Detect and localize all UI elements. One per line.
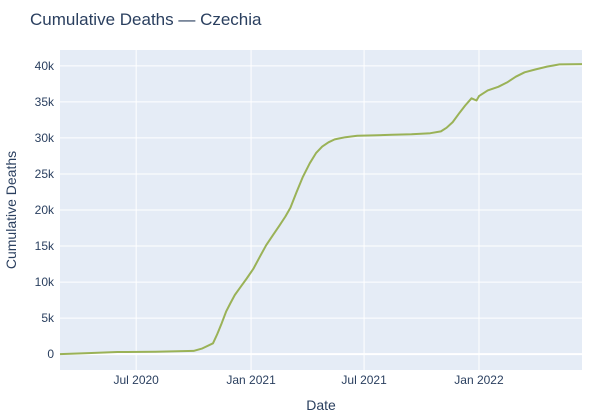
y-tick-label: 35k	[35, 95, 55, 109]
y-tick-label: 5k	[41, 311, 55, 325]
y-tick-label: 10k	[35, 275, 55, 289]
x-axis-title: Date	[306, 397, 336, 413]
y-gridlines	[60, 65, 582, 356]
y-tick-labels: 0 5k 10k 15k 20k 25k 30k 35k 40k	[35, 59, 55, 361]
x-tick-label: Jul 2021	[341, 373, 387, 387]
y-tick-label: 20k	[35, 203, 55, 217]
series	[59, 63, 583, 356]
x-tick-label: Jan 2022	[454, 373, 504, 387]
y-tick-label: 40k	[35, 59, 55, 73]
x-tick-label: Jul 2020	[113, 373, 159, 387]
chart-title: Cumulative Deaths — Czechia	[30, 10, 262, 29]
y-tick-label: 0	[47, 347, 54, 361]
x-tick-labels: Jul 2020 Jan 2021 Jul 2021 Jan 2022	[113, 373, 503, 387]
x-tick-label: Jan 2021	[226, 373, 276, 387]
y-tick-label: 30k	[35, 131, 55, 145]
series-line	[59, 63, 583, 356]
y-axis-title: Cumulative Deaths	[3, 151, 19, 269]
y-tick-label: 25k	[35, 167, 55, 181]
y-tick-label: 15k	[35, 239, 55, 253]
